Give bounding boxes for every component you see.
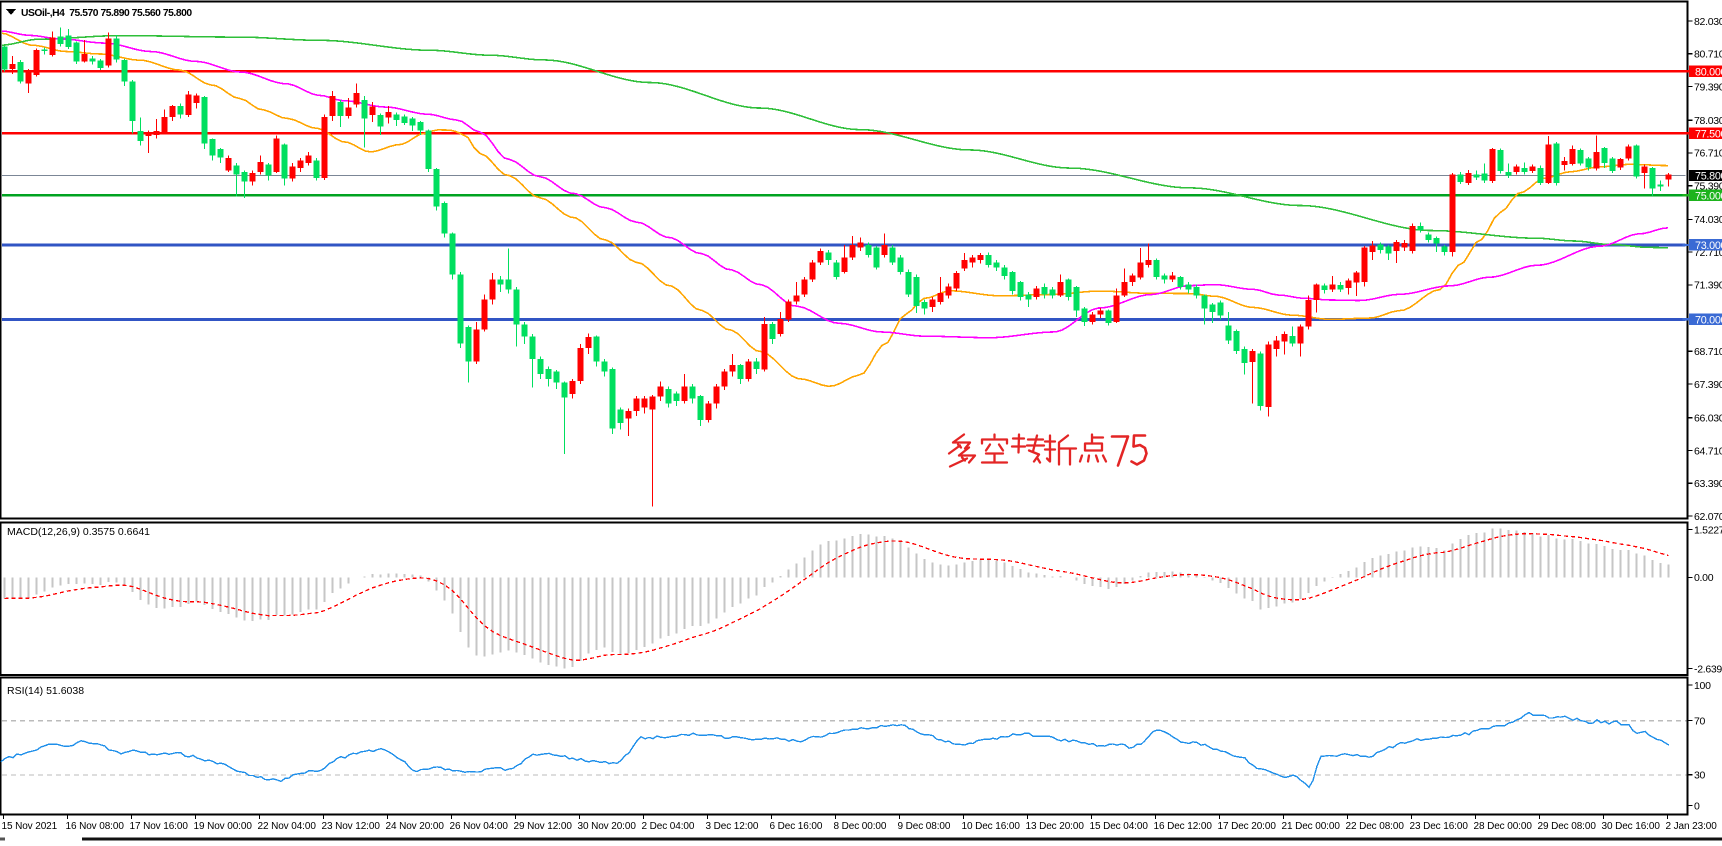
svg-text:80.000: 80.000 bbox=[1695, 66, 1722, 78]
svg-text:26 Nov 04:00: 26 Nov 04:00 bbox=[450, 821, 509, 832]
svg-text:73.000: 73.000 bbox=[1695, 240, 1722, 252]
svg-text:2 Dec 04:00: 2 Dec 04:00 bbox=[642, 821, 695, 832]
svg-text:15 Nov 2021: 15 Nov 2021 bbox=[2, 821, 58, 832]
svg-text:75.390: 75.390 bbox=[1694, 181, 1722, 193]
svg-text:100: 100 bbox=[1694, 680, 1711, 692]
svg-text:23 Dec 16:00: 23 Dec 16:00 bbox=[1410, 821, 1469, 832]
svg-text:30 Dec 16:00: 30 Dec 16:00 bbox=[1602, 821, 1661, 832]
svg-text:68.710: 68.710 bbox=[1694, 346, 1722, 358]
svg-text:22 Nov 04:00: 22 Nov 04:00 bbox=[258, 821, 317, 832]
svg-text:MACD(12,26,9) 0.3575 0.6641: MACD(12,26,9) 0.3575 0.6641 bbox=[7, 526, 150, 538]
svg-text:16 Nov 08:00: 16 Nov 08:00 bbox=[66, 821, 125, 832]
svg-text:28 Dec 00:00: 28 Dec 00:00 bbox=[1474, 821, 1533, 832]
svg-text:62.070: 62.070 bbox=[1694, 511, 1722, 523]
svg-text:8 Dec 00:00: 8 Dec 00:00 bbox=[834, 821, 887, 832]
svg-text:80.710: 80.710 bbox=[1694, 49, 1722, 61]
svg-text:0: 0 bbox=[1694, 800, 1700, 812]
svg-text:6 Dec 16:00: 6 Dec 16:00 bbox=[770, 821, 823, 832]
svg-text:10 Dec 16:00: 10 Dec 16:00 bbox=[962, 821, 1021, 832]
svg-text:22 Dec 08:00: 22 Dec 08:00 bbox=[1346, 821, 1405, 832]
svg-text:13 Dec 20:00: 13 Dec 20:00 bbox=[1026, 821, 1085, 832]
svg-text:1.5227: 1.5227 bbox=[1694, 524, 1722, 536]
svg-text:74.030: 74.030 bbox=[1694, 214, 1722, 226]
svg-text:71.390: 71.390 bbox=[1694, 280, 1722, 292]
svg-text:17 Nov 16:00: 17 Nov 16:00 bbox=[130, 821, 189, 832]
svg-text:17 Dec 20:00: 17 Dec 20:00 bbox=[1218, 821, 1277, 832]
svg-text:78.030: 78.030 bbox=[1694, 115, 1722, 127]
svg-text:USOil-,H4 75.570 75.890 75.56: USOil-,H4 75.570 75.890 75.560 75.800 bbox=[21, 8, 192, 19]
svg-text:2 Jan 23:00: 2 Jan 23:00 bbox=[1666, 821, 1718, 832]
svg-text:-2.6392: -2.6392 bbox=[1694, 663, 1722, 675]
svg-text:76.710: 76.710 bbox=[1694, 148, 1722, 160]
svg-text:29 Dec 08:00: 29 Dec 08:00 bbox=[1538, 821, 1597, 832]
svg-text:75.000: 75.000 bbox=[1695, 190, 1722, 202]
svg-text:16 Dec 12:00: 16 Dec 12:00 bbox=[1154, 821, 1213, 832]
svg-text:23 Nov 12:00: 23 Nov 12:00 bbox=[322, 821, 381, 832]
svg-text:0.00: 0.00 bbox=[1694, 572, 1714, 584]
svg-text:82.030: 82.030 bbox=[1694, 16, 1722, 28]
svg-text:15 Dec 04:00: 15 Dec 04:00 bbox=[1090, 821, 1149, 832]
svg-text:70.000: 70.000 bbox=[1695, 314, 1722, 326]
svg-text:75.800: 75.800 bbox=[1695, 171, 1722, 183]
svg-text:30: 30 bbox=[1694, 770, 1706, 782]
svg-text:63.390: 63.390 bbox=[1694, 478, 1722, 490]
svg-text:9 Dec 08:00: 9 Dec 08:00 bbox=[898, 821, 951, 832]
svg-text:79.390: 79.390 bbox=[1694, 81, 1722, 93]
svg-text:66.030: 66.030 bbox=[1694, 413, 1722, 425]
svg-text:30 Nov 20:00: 30 Nov 20:00 bbox=[578, 821, 637, 832]
svg-text:RSI(14) 51.6038: RSI(14) 51.6038 bbox=[7, 685, 84, 697]
svg-text:19 Nov 00:00: 19 Nov 00:00 bbox=[194, 821, 253, 832]
svg-text:3 Dec 12:00: 3 Dec 12:00 bbox=[706, 821, 759, 832]
svg-text:64.710: 64.710 bbox=[1694, 445, 1722, 457]
svg-text:77.500: 77.500 bbox=[1695, 128, 1722, 140]
svg-text:24 Nov 20:00: 24 Nov 20:00 bbox=[386, 821, 445, 832]
svg-text:67.390: 67.390 bbox=[1694, 379, 1722, 391]
svg-text:70: 70 bbox=[1694, 715, 1706, 727]
svg-text:29 Nov 12:00: 29 Nov 12:00 bbox=[514, 821, 573, 832]
svg-text:21 Dec 00:00: 21 Dec 00:00 bbox=[1282, 821, 1341, 832]
